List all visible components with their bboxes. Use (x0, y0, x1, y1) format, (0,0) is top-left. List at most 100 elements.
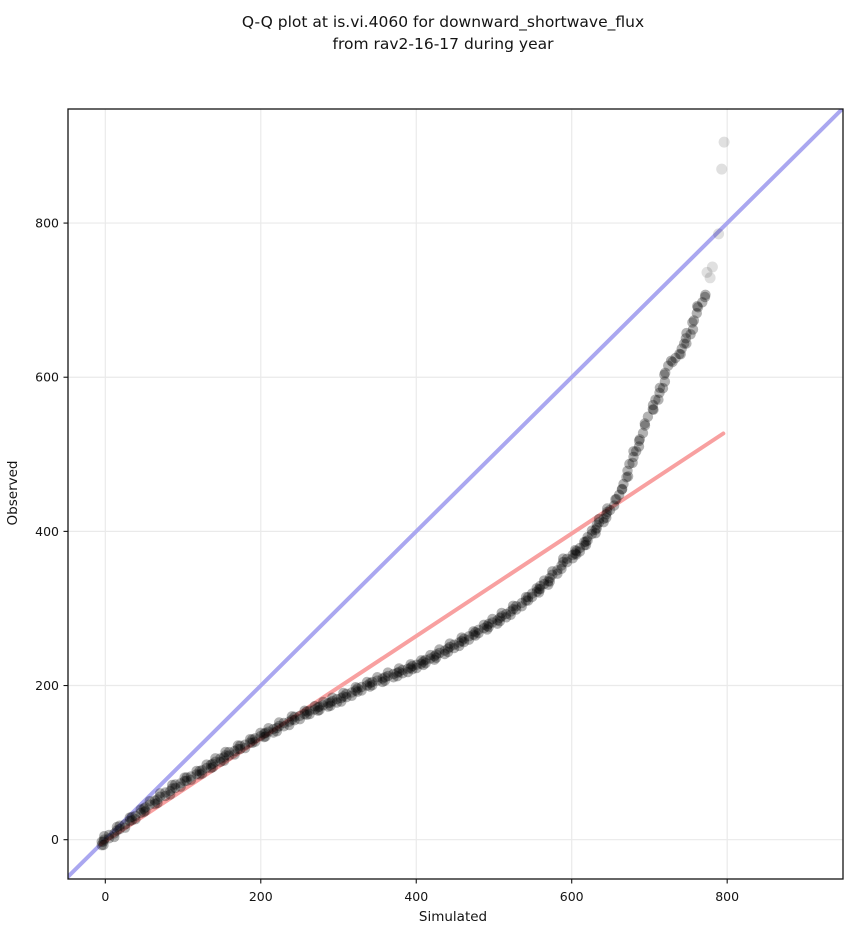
scatter-point (392, 667, 403, 678)
scatter-point (405, 659, 416, 670)
scatter-point (688, 315, 700, 326)
scatter-point (179, 775, 190, 787)
scatter-point (327, 695, 338, 707)
scatter-point (364, 681, 376, 692)
scatter-point (232, 743, 244, 755)
scatter-point (631, 446, 642, 457)
scatter-point (250, 736, 261, 747)
scatter-point (352, 683, 363, 694)
scatter-point (418, 656, 429, 667)
scatter-point (582, 535, 593, 546)
scatter-point (570, 548, 581, 559)
scatter-point (138, 806, 149, 818)
scatter-point (473, 624, 484, 635)
scatter-point (96, 836, 107, 847)
scatter-point (331, 697, 343, 708)
scatter-point (448, 639, 460, 650)
scatter-point (700, 289, 711, 300)
scatter-point (294, 714, 306, 725)
scatter-point (591, 523, 602, 534)
y-tick-label: 400 (35, 524, 59, 539)
scatter-point (448, 642, 460, 654)
scatter-point (535, 584, 546, 595)
scatter-point (611, 493, 622, 505)
scatter-point (679, 338, 690, 349)
scatter-point (601, 509, 612, 520)
scatter-point (325, 700, 336, 711)
scatter-point (531, 583, 542, 594)
plot-title-line1: Q-Q plot at is.vi.4060 for downward_shor… (242, 13, 644, 32)
scatter-point (522, 595, 534, 606)
scatter-point (364, 677, 376, 689)
scatter-point (691, 308, 702, 319)
scatter-point (372, 672, 383, 683)
scatter-point (111, 821, 123, 833)
scatter-point (336, 693, 347, 704)
scatter-point (590, 528, 601, 539)
scatter-point (382, 670, 394, 682)
x-axis-ticks: 0 200 400 600 800 (101, 879, 739, 904)
scatter-point (299, 705, 310, 716)
scatter-point (598, 517, 609, 528)
scatter-point (352, 686, 363, 697)
scatter-point (628, 446, 639, 457)
scatter-point (434, 647, 445, 659)
scatter-point (617, 483, 628, 495)
regression-line-stroke (98, 431, 726, 847)
y-axis-label: Observed (5, 461, 21, 526)
scatter-point (379, 675, 391, 686)
scatter-point (232, 740, 244, 751)
scatter-point (579, 536, 590, 548)
scatter-point (604, 504, 616, 516)
scatter-point (470, 630, 481, 641)
scatter-point (591, 519, 602, 530)
scatter-point (196, 768, 208, 779)
scatter-point (239, 742, 251, 754)
scatter-point (99, 831, 110, 842)
scatter-point (663, 360, 674, 371)
scatter-point (393, 663, 405, 674)
scatter-point (602, 506, 613, 518)
scatter-point (531, 586, 542, 597)
scatter-point (181, 775, 192, 786)
identity-line (68, 109, 843, 879)
x-tick-label: 800 (715, 889, 739, 904)
scatter-point (653, 394, 664, 405)
scatter-point (526, 588, 538, 599)
scatter-point (114, 820, 125, 831)
scatter-point (558, 556, 569, 568)
scatter-point (561, 553, 573, 564)
scatter-point (501, 612, 512, 623)
scatter-point (680, 333, 692, 344)
scatter-point (692, 301, 703, 312)
scatter-point (160, 790, 171, 802)
scatter-point (470, 627, 481, 638)
scatter-point (667, 356, 678, 368)
scatter-point (271, 726, 283, 737)
scatter-point (622, 465, 633, 476)
scatter-point (543, 579, 554, 590)
scatter-point (289, 715, 300, 726)
scatter-point (516, 597, 527, 609)
scatter-point (624, 458, 635, 470)
scatter-point (397, 668, 408, 679)
scatter-point (181, 772, 192, 783)
scatter-point (634, 434, 645, 445)
scatter-point (463, 634, 475, 645)
scatter-point (179, 772, 190, 783)
scatter-point (350, 685, 361, 696)
scatter-point (152, 797, 163, 809)
scatter-point (713, 228, 725, 240)
scatter-point (567, 553, 578, 564)
scatter-point (263, 726, 274, 737)
scatter-point (558, 553, 569, 564)
scatter-point (286, 711, 298, 722)
scatter-point (304, 708, 315, 720)
scatter-point (114, 823, 125, 835)
scatter-point (402, 663, 414, 674)
scatter-point (458, 633, 470, 644)
scatter-point (341, 692, 352, 703)
scatter-point (628, 451, 639, 463)
scatter-point (124, 815, 135, 827)
